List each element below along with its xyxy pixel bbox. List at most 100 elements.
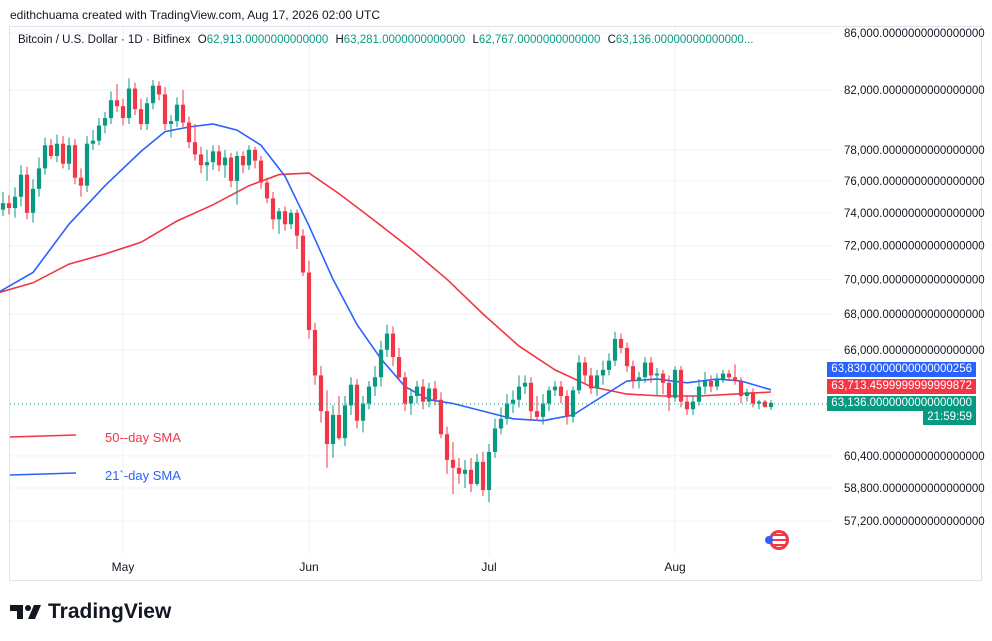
candle-up [576,355,582,395]
sma21-line-group [0,123,772,422]
candle-body [438,399,444,435]
candle-body [492,428,498,452]
candle-body [648,362,654,376]
candle-down [396,347,402,381]
candle-down [534,395,540,421]
candle-body [84,143,90,186]
candle-down [432,380,438,406]
candle-up [546,386,552,412]
candle-down [138,98,144,131]
candle-up [174,97,180,128]
candle-body [666,382,672,398]
candle-body [630,366,636,381]
candle-body [378,349,384,378]
candle-up [150,79,156,110]
brand-name: TradingView [48,600,172,623]
candle-down [558,380,564,404]
candle-up [768,400,774,410]
candle-body [738,380,744,396]
sma21-line [0,123,772,422]
candle-down [324,390,330,468]
candle-body [642,362,648,378]
candle-body [684,401,690,410]
candle-body [708,380,714,387]
candle-down [354,379,360,429]
candle-body [606,360,612,370]
low-label: L [472,34,479,46]
x-tick-label: May [112,560,135,574]
candle-down [192,124,198,161]
candle-up [516,375,522,408]
candle-body [618,338,624,348]
candle-up [510,390,516,414]
candle-down [60,136,66,169]
candle-body [294,212,300,236]
candle-body [12,196,18,208]
candle-up [552,380,558,396]
candle-body [702,380,708,387]
candle-up [348,377,354,415]
candle-down [390,326,396,367]
candle-body [144,103,150,125]
candle-body [498,418,504,429]
candle-body [66,145,72,164]
candle-down [420,379,426,410]
y-tick-label: 57,200.0000000000000000 [844,516,985,528]
candle-body [678,369,684,402]
candle-body [522,382,528,387]
candle-down [252,146,258,169]
candle-body [138,109,144,125]
candle-body [768,402,774,408]
candle-body [690,401,696,410]
legend-sma21-label: 21`-day SMA [105,468,181,483]
candle-body [444,434,450,460]
candle-body [18,174,24,197]
candle-body [186,122,192,143]
candle-body [72,145,78,178]
sma50-line-group [0,172,772,397]
candle-down [336,395,342,441]
candle-body [174,104,180,122]
legend-sma50-label: 50--day SMA [105,430,181,445]
candle-body [468,469,474,484]
candle-body [258,160,264,183]
candle-up [276,207,282,235]
candle-body [582,362,588,376]
candle-up [492,418,498,458]
countdown-label: 21:59:59 [923,410,976,425]
candle-up [744,388,750,402]
candle-up [84,136,90,193]
candle-down [660,369,666,395]
candle-body [114,100,120,107]
candle-body [456,467,462,474]
candle-up [12,187,18,218]
candle-body [354,384,360,421]
legend-sma21-line [9,472,77,476]
candle-body [636,377,642,381]
candle-down [528,377,534,421]
candle-down [630,360,636,389]
candle-up [102,112,108,134]
x-tick-label: Aug [664,560,685,574]
y-tick-label: 72,000.0000000000000000 [844,241,985,253]
candle-up [540,394,546,425]
candle-up [96,118,102,146]
symbol-title: Bitcoin / U.S. Dollar · 1D · Bitfinex [18,34,191,46]
candle-body [264,182,270,199]
candle-up [408,388,414,415]
candle-up [414,380,420,404]
candle-body [756,401,762,404]
candle-body [540,403,546,417]
candle-body [330,414,336,445]
candle-up [636,371,642,389]
candle-up [702,371,708,395]
candle-body [510,399,516,404]
tradingview-logo[interactable]: TradingView [10,600,171,624]
candle-down [48,139,54,160]
candle-body [474,461,480,484]
x-axis: May Jun Jul Aug [112,560,686,574]
candle-body [288,212,294,225]
candle-down [6,195,12,215]
y-tick-label: 78,000.0000000000000000 [844,145,985,157]
